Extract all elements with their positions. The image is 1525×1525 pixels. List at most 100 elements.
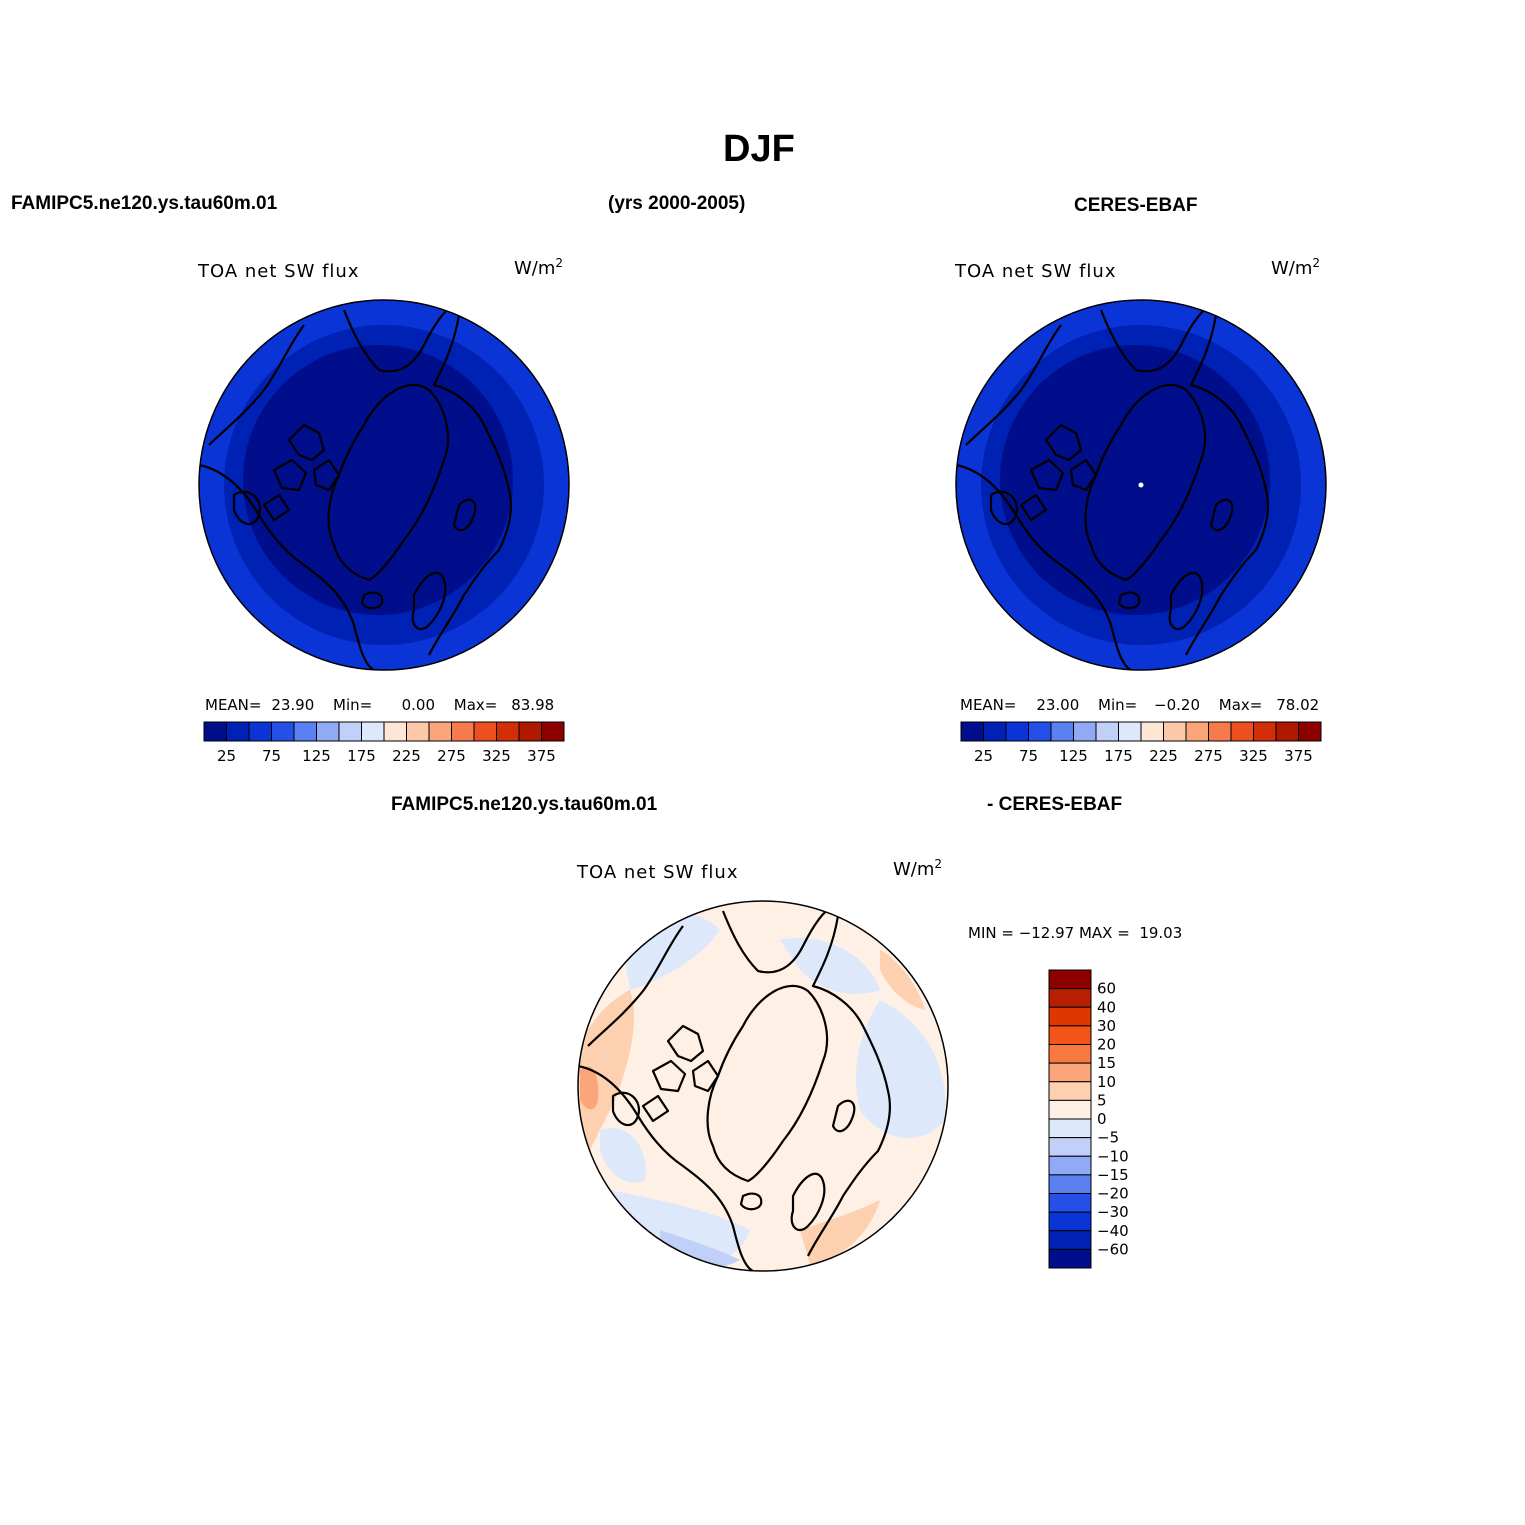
colorbar-swatch [1005,721,1029,742]
colorbar-swatch [1048,1155,1092,1176]
colorbar-swatch [1048,988,1092,1008]
colorbar-swatch [960,721,984,742]
diff-stats: MIN = −12.97 MAX = 19.03 [968,924,1183,942]
colorbar-swatch [1048,1099,1092,1120]
colorbar-tick-label: 40 [1097,998,1116,1016]
colorbar-swatch [1073,721,1097,742]
units-sup: 2 [555,256,564,270]
colorbar-swatch [1048,1174,1092,1194]
colorbar-swatch [1140,721,1164,742]
diff-header-obs: - CERES-EBAF [987,794,1123,815]
colorbar-tick-label: 75 [262,747,281,765]
years-header: (yrs 2000-2005) [608,193,746,214]
colorbar-swatch [316,721,340,742]
colorbar-swatch [1253,721,1277,742]
colorbar-tick-label: 75 [1019,747,1038,765]
units-base: W/m [1271,258,1313,279]
colorbar-swatch [1048,1025,1092,1045]
colorbar-swatch [1048,1137,1092,1157]
colorbar-tick-label: −5 [1097,1129,1119,1147]
colorbar-tick-label: 20 [1097,1036,1116,1054]
colorbar-swatch [451,721,475,742]
colorbar-tick-label: 15 [1097,1054,1116,1072]
colorbar-tick-label: −60 [1097,1240,1129,1258]
diff-map-border [577,900,949,1272]
colorbar-swatch [248,721,272,742]
max-label: Max= [453,696,498,714]
model-units: W/m2 [514,256,563,279]
colorbar-tick-label: 25 [974,747,993,765]
colorbar-tick-label: 275 [1194,747,1223,765]
obs-map [956,300,1326,670]
colorbar-tick-label: 325 [482,747,511,765]
colorbar-tick-label: 225 [392,747,421,765]
colorbar-swatch [1230,721,1254,742]
colorbar-tick-label: 125 [302,747,331,765]
colorbar-tick-label: 125 [1059,747,1088,765]
colorbar-swatch [406,721,430,742]
colorbar-swatch [1163,721,1187,742]
mean-value: 23.90 [271,696,315,714]
max-label: Max= [1218,696,1263,714]
colorbar-tick-label: 175 [347,747,376,765]
colorbar-swatch [428,721,452,742]
colorbar-swatch [1028,721,1052,742]
colorbar-swatch [1048,1230,1092,1250]
min-label: Min= [1098,696,1138,714]
colorbar-tick-label: −10 [1097,1147,1129,1165]
colorbar-swatch [1048,1062,1092,1083]
min-label: Min= [333,696,373,714]
colorbar-swatch [338,721,362,742]
max-value: 78.02 [1276,696,1320,714]
colorbar-swatch [1275,721,1299,742]
diff-header-model: FAMIPC5.ne120.ys.tau60m.01 [391,794,658,815]
colorbar-swatch [473,721,497,742]
units-base: W/m [514,258,556,279]
colorbar-tick-label: −20 [1097,1185,1129,1203]
colorbar-swatch [1185,721,1209,742]
obs-map-border [955,299,1327,671]
colorbar-swatch [1095,721,1119,742]
main-title: DJF [723,128,795,170]
colorbar-swatch [1048,1211,1092,1232]
model-map [199,300,569,670]
colorbar-swatch [1050,721,1074,742]
units-base: W/m [893,859,935,880]
colorbar-swatch [518,721,542,742]
diff-units: W/m2 [893,857,942,880]
colorbar-tick-label: 325 [1239,747,1268,765]
units-sup: 2 [1312,256,1321,270]
obs-plot-title: TOA net SW flux [955,261,1117,282]
colorbar-swatch [1048,1118,1092,1139]
colorbar-swatch [1048,1006,1092,1027]
model-colorbar: 25 75 125 175 225 275 325 375 [203,721,565,765]
diff-map [578,901,948,1271]
colorbar-swatch [983,721,1007,742]
min-value: −0.20 [1154,696,1201,714]
max-value: 83.98 [511,696,555,714]
colorbar-swatch [541,721,565,742]
colorbar-swatch [226,721,250,742]
model-map-border [198,299,570,671]
units-sup: 2 [934,857,943,871]
colorbar-tick-label: 60 [1097,980,1116,998]
colorbar-swatch [1048,1193,1092,1213]
colorbar-tick-label: −40 [1097,1222,1129,1240]
colorbar-swatch [1208,721,1232,742]
pole-marker [1138,482,1144,488]
colorbar-tick-label: 275 [437,747,466,765]
colorbar-swatch [1298,721,1322,742]
colorbar-swatch [383,721,407,742]
colorbar-tick-label: 375 [1284,747,1313,765]
colorbar-tick-label: 25 [217,747,236,765]
model-stats: MEAN= 23.90 Min= 0.00 Max= 83.98 [205,696,554,714]
colorbar-swatch [1048,1248,1092,1269]
colorbar-tick-label: 375 [527,747,556,765]
colorbar-swatch [293,721,317,742]
diff-plot-title: TOA net SW flux [577,862,739,883]
model-header: FAMIPC5.ne120.ys.tau60m.01 [11,193,278,214]
colorbar-tick-label: −30 [1097,1203,1129,1221]
obs-units: W/m2 [1271,256,1320,279]
mean-label: MEAN= [960,696,1017,714]
